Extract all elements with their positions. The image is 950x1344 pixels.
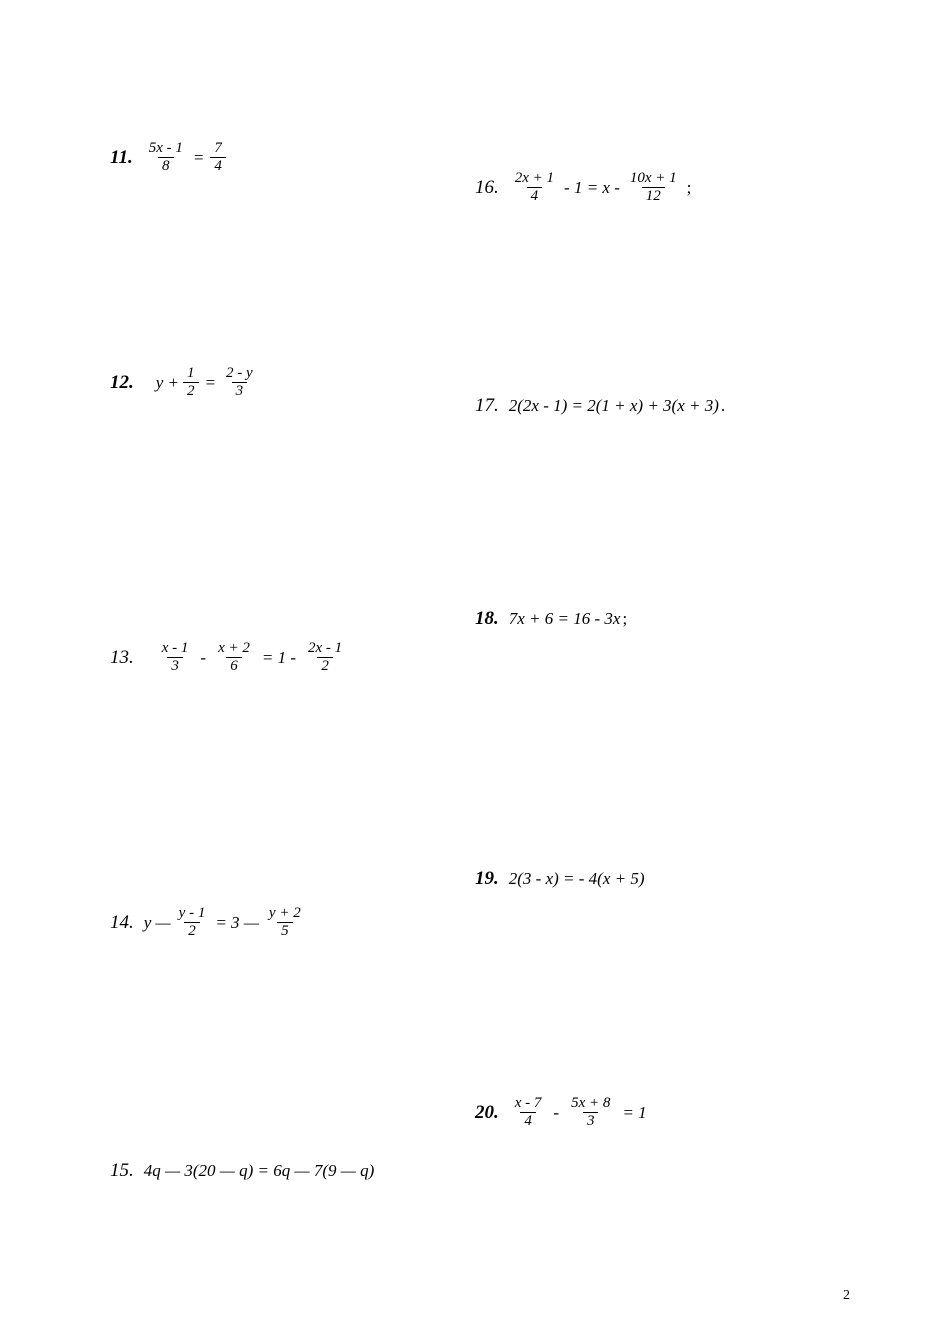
equation: x - 74 - 5x + 83 = 1 [509, 1095, 653, 1130]
problem-number: 15. [110, 1160, 134, 1182]
problem-number: 13. [110, 647, 134, 669]
problem-16: 16. 2x + 14 - 1 = x - 10x + 112 ; [475, 170, 691, 205]
problem-12: 12. y + 12 = 2 - y3 [110, 365, 259, 400]
problem-number: 16. [475, 177, 499, 199]
equation: y — y - 12 = 3 — y + 25 [144, 905, 307, 940]
equation: 4q — 3(20 — q) = 6q — 7(9 — q) [144, 1161, 375, 1181]
problem-number: 19. [475, 868, 499, 890]
problem-13: 13. x - 13 - x + 26 = 1 - 2x - 12 [110, 640, 348, 675]
problem-number: 17. [475, 395, 499, 417]
equation: 2x + 14 - 1 = x - 10x + 112 ; [509, 170, 692, 205]
problem-number: 11. [110, 147, 133, 169]
problem-17: 17. 2(2x - 1) = 2(1 + x) + 3(x + 3) . [475, 395, 725, 417]
problem-18: 18. 7x + 6 = 16 - 3x ; [475, 608, 627, 630]
equation: 5x - 18 = 74 [143, 140, 228, 175]
equation: 7x + 6 = 16 - 3x ; [509, 609, 627, 629]
problem-number: 18. [475, 608, 499, 630]
problem-15: 15. 4q — 3(20 — q) = 6q — 7(9 — q) [110, 1160, 374, 1182]
problem-number: 14. [110, 912, 134, 934]
equation: x - 13 - x + 26 = 1 - 2x - 12 [156, 640, 348, 675]
equation: 2(3 - x) = - 4(x + 5) [509, 869, 645, 889]
problem-11: 11. 5x - 18 = 74 [110, 140, 228, 175]
equation: 2(2x - 1) = 2(1 + x) + 3(x + 3) . [509, 396, 725, 416]
equation: y + 12 = 2 - y3 [156, 365, 259, 400]
problem-number: 12. [110, 372, 134, 394]
problem-number: 20. [475, 1102, 499, 1124]
problem-19: 19. 2(3 - x) = - 4(x + 5) [475, 868, 645, 890]
page-number: 2 [843, 1288, 850, 1304]
problem-20: 20. x - 74 - 5x + 83 = 1 [475, 1095, 653, 1130]
problem-14: 14. y — y - 12 = 3 — y + 25 [110, 905, 307, 940]
